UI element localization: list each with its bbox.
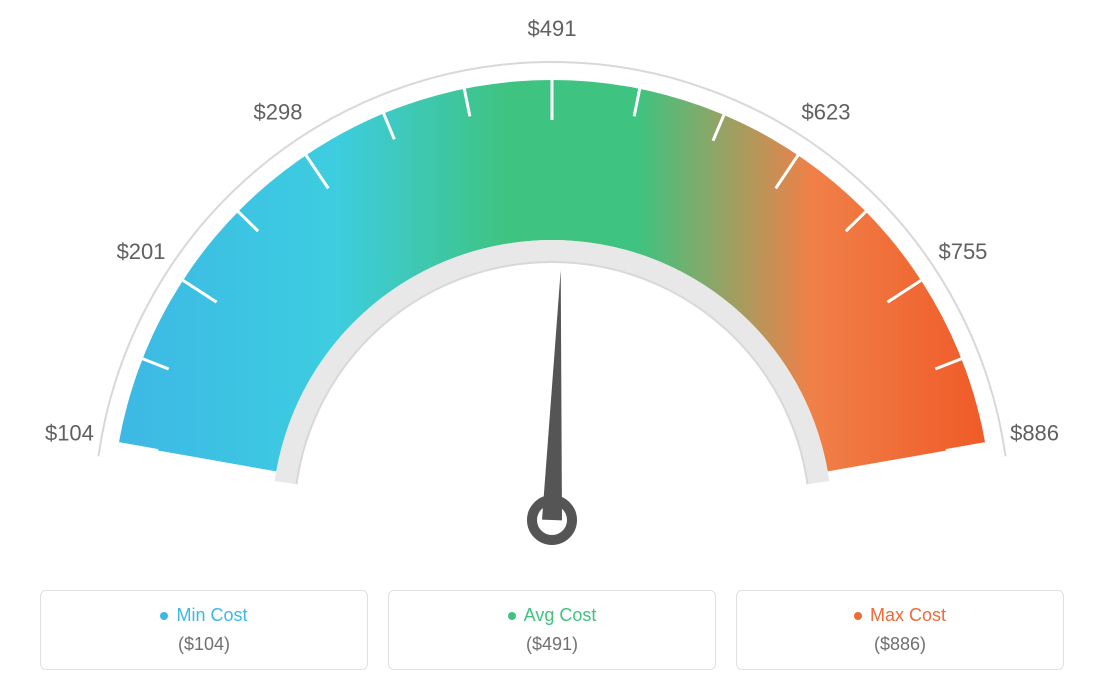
legend-box-min: Min Cost ($104) bbox=[40, 590, 368, 670]
svg-text:$886: $886 bbox=[1010, 421, 1059, 446]
gauge-svg: $104 $201 $298 $491 $623 $755 $886 bbox=[0, 0, 1104, 560]
dot-icon bbox=[160, 612, 168, 620]
legend-label-max: Max Cost bbox=[854, 605, 946, 626]
dot-icon bbox=[854, 612, 862, 620]
cost-gauge: $104 $201 $298 $491 $623 $755 $886 bbox=[0, 0, 1104, 560]
legend-box-max: Max Cost ($886) bbox=[736, 590, 1064, 670]
legend-value-max: ($886) bbox=[757, 634, 1043, 655]
legend-value-min: ($104) bbox=[61, 634, 347, 655]
svg-text:$491: $491 bbox=[528, 16, 577, 41]
legend-label-avg: Avg Cost bbox=[508, 605, 597, 626]
legend-text-max: Max Cost bbox=[870, 605, 946, 626]
dot-icon bbox=[508, 612, 516, 620]
svg-text:$623: $623 bbox=[802, 100, 851, 125]
legend-text-avg: Avg Cost bbox=[524, 605, 597, 626]
legend-value-avg: ($491) bbox=[409, 634, 695, 655]
svg-text:$298: $298 bbox=[254, 100, 303, 125]
svg-text:$755: $755 bbox=[938, 239, 987, 264]
legend-box-avg: Avg Cost ($491) bbox=[388, 590, 716, 670]
svg-text:$201: $201 bbox=[117, 239, 166, 264]
legend-text-min: Min Cost bbox=[176, 605, 247, 626]
legend-label-min: Min Cost bbox=[160, 605, 247, 626]
svg-text:$104: $104 bbox=[45, 421, 94, 446]
legend: Min Cost ($104) Avg Cost ($491) Max Cost… bbox=[40, 590, 1064, 670]
